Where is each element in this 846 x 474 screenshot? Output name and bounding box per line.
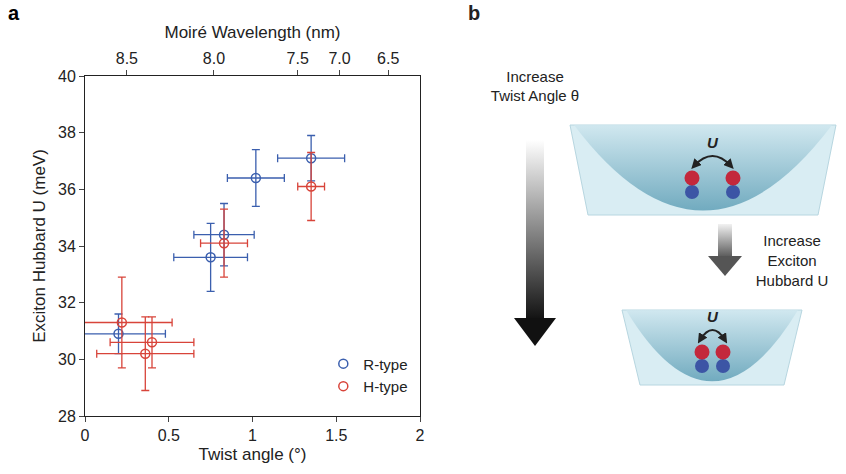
svg-text:38: 38 [58, 124, 76, 141]
svg-text:R-type: R-type [363, 356, 407, 373]
svg-text:2: 2 [416, 427, 425, 444]
svg-text:1.5: 1.5 [325, 427, 347, 444]
svg-text:Increase: Increase [763, 232, 821, 249]
svg-text:36: 36 [58, 181, 76, 198]
svg-text:b: b [468, 2, 480, 24]
svg-text:8.5: 8.5 [116, 50, 138, 67]
svg-text:1: 1 [248, 427, 257, 444]
svg-text:Twist angle (°): Twist angle (°) [199, 445, 307, 464]
svg-text:Twist Angle θ: Twist Angle θ [491, 87, 579, 104]
svg-text:Hubbard U: Hubbard U [756, 272, 829, 289]
svg-text:0.5: 0.5 [158, 427, 180, 444]
svg-text:Exciton Hubbard U (meV): Exciton Hubbard U (meV) [30, 149, 49, 343]
svg-text:Exciton: Exciton [767, 252, 816, 269]
svg-text:Increase: Increase [506, 68, 564, 85]
svg-text:Moiré Wavelength (nm): Moiré Wavelength (nm) [164, 23, 340, 42]
svg-text:40: 40 [58, 68, 76, 85]
svg-text:H-type: H-type [363, 378, 407, 395]
svg-text:34: 34 [58, 238, 76, 255]
svg-text:28: 28 [58, 408, 76, 425]
svg-text:30: 30 [58, 351, 76, 368]
svg-text:7.0: 7.0 [328, 50, 350, 67]
svg-text:0: 0 [81, 427, 90, 444]
svg-text:U: U [707, 134, 719, 151]
svg-text:U: U [707, 308, 719, 325]
svg-text:32: 32 [58, 294, 76, 311]
svg-text:8.0: 8.0 [203, 50, 225, 67]
svg-text:6.5: 6.5 [377, 50, 399, 67]
svg-text:7.5: 7.5 [287, 50, 309, 67]
html-text:a: a [8, 2, 20, 24]
